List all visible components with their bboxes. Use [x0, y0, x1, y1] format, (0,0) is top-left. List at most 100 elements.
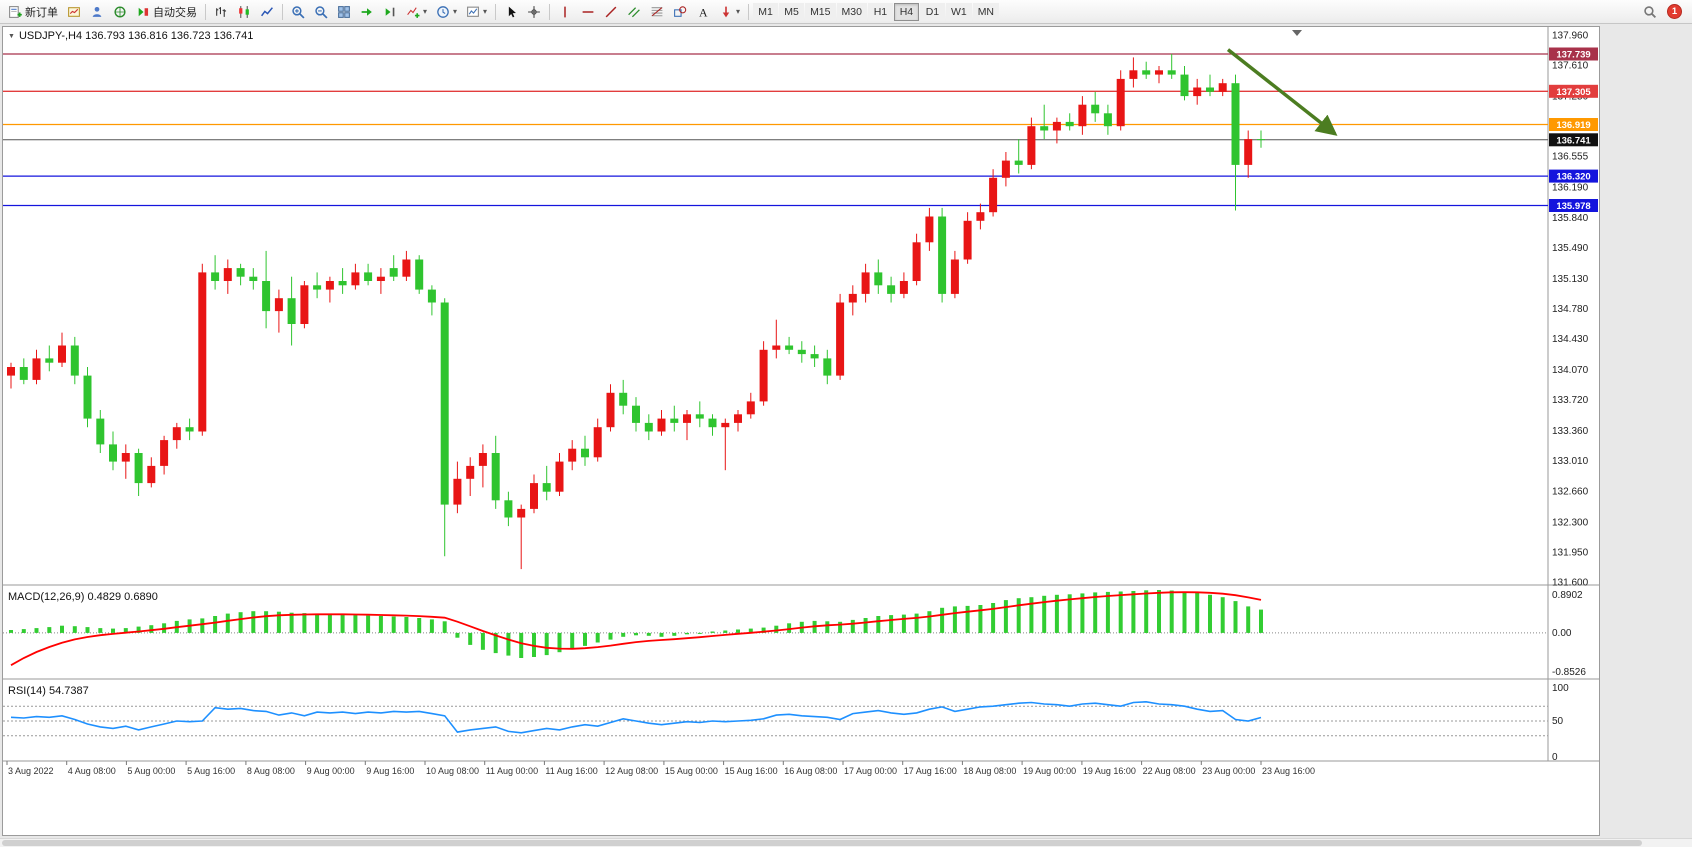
autotrading-button[interactable]: 自动交易	[132, 2, 201, 22]
candlesticks	[7, 53, 1265, 570]
search-icon	[1644, 5, 1657, 18]
trendline-button[interactable]	[600, 2, 622, 22]
autotrading-label: 自动交易	[153, 6, 197, 19]
timeframe-M1[interactable]: M1	[753, 2, 779, 21]
vertical-line-icon	[564, 6, 566, 17]
auto-scroll-icon	[361, 7, 372, 16]
arrows-button[interactable]: ▾	[715, 2, 744, 22]
candlestick-chart-button[interactable]	[233, 2, 255, 22]
price-label-box-136.919: 136.919	[1549, 118, 1598, 131]
shapes-icon	[674, 5, 687, 17]
shift-marker-icon[interactable]	[1292, 30, 1302, 36]
price-tick-label: 136.190	[1552, 183, 1589, 194]
scrollbar-thumb[interactable]	[2, 840, 1642, 846]
chart-canvas[interactable]: 137.960137.610137.250136.900136.555136.1…	[3, 27, 1599, 835]
bar-chart-button[interactable]	[210, 2, 232, 22]
toolbar-separator	[748, 3, 750, 20]
horizontal-scrollbar[interactable]	[0, 838, 1692, 847]
horizontal-line-button[interactable]	[577, 2, 599, 22]
time-axis[interactable]: 3 Aug 2022 4 Aug 08:00 5 Aug 00:00 5 Aug 16…	[6, 761, 1315, 776]
timeframe-M5[interactable]: M5	[779, 2, 805, 21]
timeframe-M30[interactable]: M30	[836, 2, 867, 21]
tile-windows-icon	[338, 5, 350, 18]
chevron-down-icon: ▾	[483, 6, 488, 16]
search-button[interactable]	[1639, 2, 1661, 22]
price-tick-label: 131.950	[1552, 547, 1589, 558]
text-button[interactable]: A	[692, 2, 714, 22]
macd-histogram	[9, 590, 1263, 658]
price-axis[interactable]: 137.960137.610137.250136.900136.555136.1…	[1552, 31, 1589, 589]
equidistant-channel-button[interactable]	[623, 2, 645, 22]
time-tick-label: 8 Aug 08:00	[247, 766, 295, 776]
macd-scale-label: 0.00	[1552, 628, 1572, 639]
time-tick-label: 11 Aug 16:00	[545, 766, 597, 776]
rsi-scale-label: 50	[1552, 716, 1564, 727]
toolbar-separator	[205, 3, 206, 20]
shapes-button[interactable]	[669, 2, 691, 22]
profile-button[interactable]	[86, 2, 108, 22]
zoom-in-button[interactable]	[287, 2, 309, 22]
rsi-indicator-label: RSI(14) 54.7387	[8, 685, 89, 697]
crosshair-button[interactable]	[523, 2, 545, 22]
svg-text:A: A	[699, 5, 708, 19]
rsi-line	[10, 700, 1262, 734]
timeframe-MN[interactable]: MN	[972, 2, 1000, 21]
time-tick-label: 10 Aug 08:00	[426, 766, 479, 776]
time-tick-label: 4 Aug 08:00	[68, 766, 116, 776]
timeframe-D1[interactable]: D1	[919, 2, 945, 21]
toolbar-separator	[549, 3, 551, 20]
trend-arrow[interactable]	[1226, 48, 1338, 136]
templates-button[interactable]: ▾	[462, 2, 491, 22]
notifications-badge[interactable]: 1	[1667, 4, 1682, 19]
timeframe-H4[interactable]: H4	[893, 2, 919, 21]
timeframe-M15[interactable]: M15	[805, 2, 836, 21]
market-watch-button[interactable]	[63, 2, 85, 22]
fibonacci-button[interactable]	[646, 2, 668, 22]
vertical-line-button[interactable]	[554, 2, 576, 22]
periods-button[interactable]: ▾	[432, 2, 461, 22]
community-button[interactable]	[109, 2, 131, 22]
macd-signal-line	[10, 591, 1262, 666]
chart-title: ▼ USDJPY-,H4 136.793 136.816 136.723 136…	[8, 30, 253, 42]
tile-windows-button[interactable]	[333, 2, 355, 22]
svg-text:136.919: 136.919	[1556, 120, 1590, 131]
chart-window[interactable]: 137.960137.610137.250136.900136.555136.1…	[2, 26, 1600, 836]
toolbar-separator	[495, 3, 497, 20]
time-tick-label: 11 Aug 00:00	[486, 766, 538, 776]
time-tick-label: 23 Aug 16:00	[1262, 766, 1315, 776]
svg-text:136.320: 136.320	[1556, 172, 1590, 183]
trendline-icon	[605, 6, 617, 17]
zoom-out-icon	[315, 5, 328, 19]
price-tick-label: 133.720	[1552, 395, 1589, 406]
chevron-down-icon: ▾	[453, 6, 458, 16]
time-tick-label: 15 Aug 16:00	[725, 766, 778, 776]
symbol-dropdown-icon[interactable]: ▼	[8, 32, 15, 40]
line-chart-button[interactable]	[256, 2, 278, 22]
cursor-button[interactable]	[500, 2, 522, 22]
chevron-down-icon: ▾	[736, 6, 741, 16]
price-tick-label: 134.780	[1552, 304, 1589, 315]
bar-chart-icon	[216, 6, 227, 17]
line-chart-icon	[261, 6, 273, 16]
macd-scale-label: -0.8526	[1552, 667, 1586, 678]
community-icon	[114, 5, 126, 18]
chevron-down-icon: ▾	[423, 6, 428, 16]
timeframe-W1[interactable]: W1	[945, 2, 972, 21]
toolbar-right-group: 1	[1639, 2, 1688, 22]
price-tick-label: 137.960	[1552, 31, 1589, 42]
market-watch-icon	[68, 6, 80, 17]
time-tick-label: 12 Aug 08:00	[605, 766, 658, 776]
zoom-out-button[interactable]	[310, 2, 332, 22]
macd-scale-label: 0.8902	[1552, 590, 1583, 601]
timeframe-H1[interactable]: H1	[867, 2, 893, 21]
macd-indicator-label: MACD(12,26,9) 0.4829 0.6890	[8, 591, 158, 603]
crosshair-icon	[528, 5, 540, 18]
horizontal-line-icon	[582, 10, 594, 13]
svg-text:137.739: 137.739	[1556, 50, 1590, 61]
rsi-scale-label: 0	[1552, 752, 1558, 763]
indicators-button[interactable]: ▾	[402, 2, 431, 22]
svg-text:136.741: 136.741	[1556, 135, 1591, 146]
new-order-button[interactable]: 新订单	[4, 2, 62, 22]
auto-scroll-button[interactable]	[356, 2, 378, 22]
chart-shift-button[interactable]	[379, 2, 401, 22]
